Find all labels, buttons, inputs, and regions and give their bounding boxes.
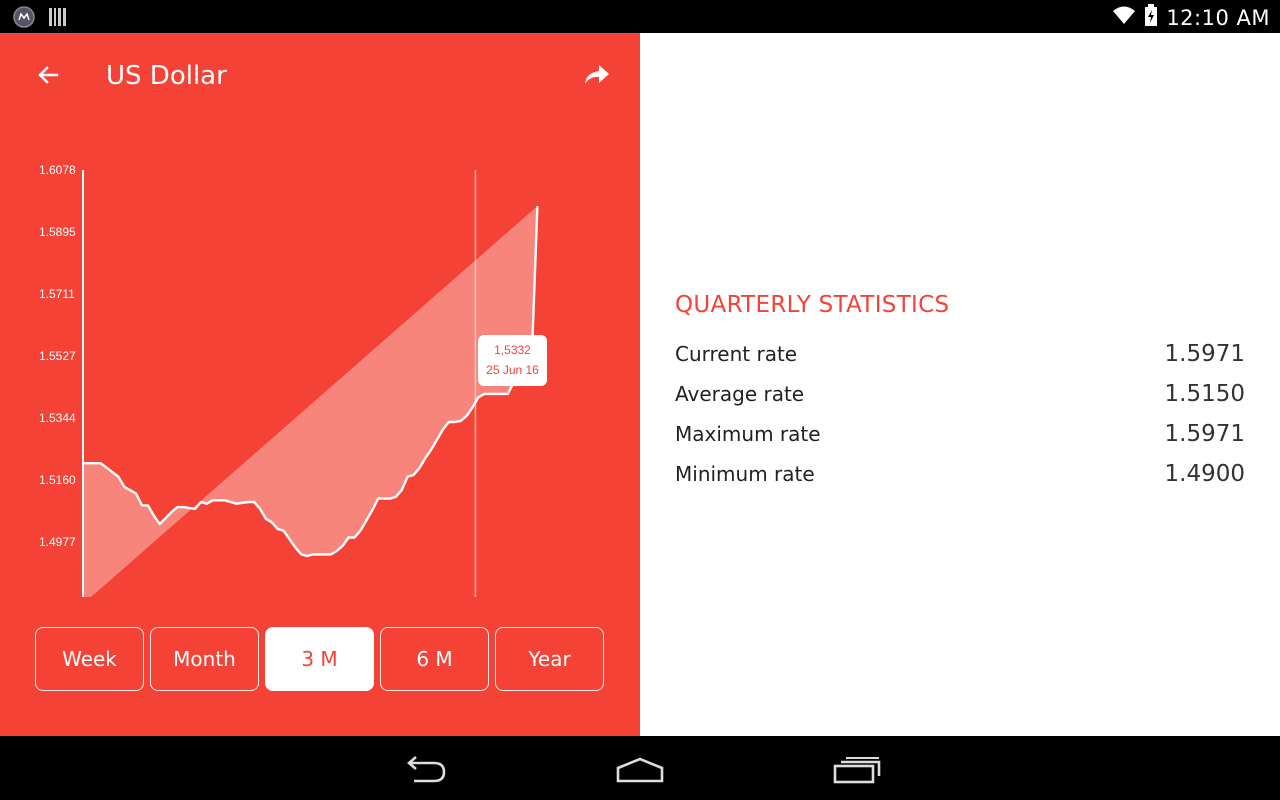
stat-row-minimum: Minimum rate 1.4900 — [675, 454, 1245, 494]
wifi-icon — [1112, 5, 1136, 30]
stat-label: Maximum rate — [675, 422, 821, 446]
status-system: 12:10 AM — [1112, 4, 1270, 31]
stat-value: 1.5971 — [1164, 341, 1245, 367]
app-bar: US Dollar — [0, 33, 640, 117]
nav-back-icon — [407, 756, 446, 783]
stat-value: 1.5150 — [1164, 381, 1245, 407]
statistics-panel: QUARTERLY STATISTICS Current rate 1.5971… — [640, 33, 1280, 736]
tooltip-value: 1,5332 — [494, 343, 531, 357]
rate-chart[interactable]: 1.6078 1.5895 1.5711 1.5527 1.5344 1.5160 1.49… — [0, 117, 640, 597]
stat-label: Current rate — [675, 342, 798, 366]
y-tick-label: 1.5344 — [39, 411, 76, 425]
range-button-6m[interactable]: 6 M — [380, 627, 489, 691]
rate-chart-svg: 1.6078 1.5895 1.5711 1.5527 1.5344 1.5160 1.49… — [39, 163, 539, 597]
range-button-3m[interactable]: 3 M — [265, 627, 374, 691]
nav-recents-icon — [833, 757, 881, 784]
range-button-month[interactable]: Month — [150, 627, 259, 691]
app-notification-icon — [12, 5, 36, 34]
y-tick-label: 1.6078 — [39, 163, 76, 177]
stat-label: Average rate — [675, 382, 805, 406]
y-tick-label: 1.5895 — [39, 225, 76, 239]
stat-label: Minimum rate — [675, 462, 815, 486]
stat-row-average: Average rate 1.5150 — [675, 374, 1245, 414]
stat-row-maximum: Maximum rate 1.5971 — [675, 414, 1245, 454]
share-arrow-icon — [585, 65, 609, 84]
stat-row-current: Current rate 1.5971 — [675, 334, 1245, 374]
nav-home-button[interactable] — [608, 750, 672, 790]
arrow-left-icon — [38, 66, 59, 84]
barcode-icon — [48, 6, 68, 33]
status-bar: 12:10 AM — [0, 0, 1280, 33]
back-button[interactable] — [30, 57, 66, 93]
chart-panel: US Dollar 1.6078 1.5895 1.5711 1.5527 1.5344… — [0, 33, 640, 736]
range-selector: Week Month 3 M 6 M Year — [35, 627, 605, 691]
y-tick-label: 1.5160 — [39, 473, 76, 487]
range-button-week[interactable]: Week — [35, 627, 144, 691]
chart-tooltip: 1,5332 25 Jun 16 — [478, 335, 547, 386]
statistics-title: QUARTERLY STATISTICS — [675, 292, 950, 318]
y-tick-label: 1.5711 — [39, 287, 75, 301]
tooltip-date: 25 Jun 16 — [486, 363, 539, 377]
status-time: 12:10 AM — [1166, 5, 1270, 30]
nav-home-icon — [616, 757, 664, 783]
chart-area-fill — [83, 206, 538, 597]
status-notifications — [12, 5, 68, 34]
y-tick-label: 1.5527 — [39, 349, 76, 363]
y-tick-label: 1.4977 — [39, 535, 76, 549]
page-title: US Dollar — [106, 61, 227, 91]
nav-recents-button[interactable] — [825, 750, 889, 790]
stat-value: 1.4900 — [1164, 461, 1245, 487]
stat-value: 1.5971 — [1164, 421, 1245, 447]
nav-back-button[interactable] — [392, 750, 456, 790]
range-button-year[interactable]: Year — [495, 627, 604, 691]
chart-series-line — [83, 206, 539, 558]
battery-charging-icon — [1144, 4, 1158, 31]
navigation-bar — [0, 736, 1280, 800]
share-button[interactable] — [578, 57, 616, 93]
